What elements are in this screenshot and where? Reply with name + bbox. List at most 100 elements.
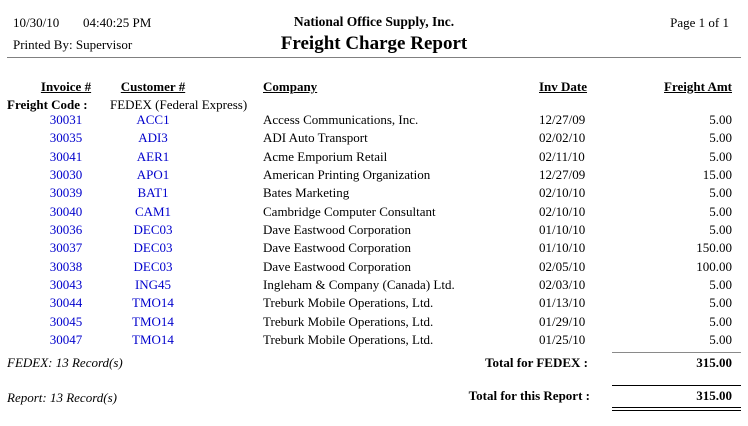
table-row: 30044 TMO14 Treburk Mobile Operations, L… [0, 294, 748, 312]
customer-cell[interactable]: ING45 [134, 276, 172, 292]
freight-amt-cell: 5.00 [709, 295, 732, 311]
customer-cell[interactable]: TMO14 [132, 331, 174, 347]
inv-date-cell: 01/29/10 [539, 313, 586, 329]
invoice-cell[interactable]: 30041 [49, 148, 83, 164]
table-row: 30040 CAM1 Cambridge Computer Consultant… [0, 203, 748, 221]
table-row: 30045 TMO14 Treburk Mobile Operations, L… [0, 313, 748, 331]
inv-date-cell: 02/10/10 [539, 203, 586, 219]
company-cell: Treburk Mobile Operations, Ltd. [263, 313, 434, 329]
inv-date-cell: 01/13/10 [539, 295, 586, 311]
company-cell: American Printing Organization [263, 166, 431, 182]
company-cell: Ingleham & Company (Canada) Ltd. [263, 276, 455, 292]
invoice-cell[interactable]: 30043 [49, 276, 83, 292]
company-cell: Bates Marketing [263, 185, 350, 201]
group-header-row: Freight Code : FEDEX (Federal Express) [0, 97, 748, 115]
freight-amt-cell: 5.00 [709, 112, 732, 127]
customer-cell[interactable]: BAT1 [137, 185, 169, 201]
invoice-cell[interactable]: 30047 [49, 331, 83, 347]
table-row: 30038 DEC03 Dave Eastwood Corporation 02… [0, 258, 748, 276]
col-header-customer: Customer # [120, 79, 186, 94]
company-name: National Office Supply, Inc. [293, 14, 455, 29]
group-total-overline [612, 352, 741, 353]
inv-date-cell: 01/10/10 [539, 240, 586, 256]
freight-amt-cell: 5.00 [709, 221, 732, 237]
freight-amt-cell: 15.00 [702, 166, 732, 182]
col-header-freight-amt: Freight Amt [664, 79, 732, 94]
freight-amt-cell: 150.00 [696, 240, 732, 256]
page-title: Freight Charge Report [280, 33, 468, 54]
customer-cell[interactable]: TMO14 [132, 313, 174, 329]
invoice-cell[interactable]: 30030 [49, 166, 83, 182]
report-total-label: Total for this Report : [468, 388, 590, 403]
table-row: 30037 DEC03 Dave Eastwood Corporation 01… [0, 239, 748, 257]
col-header-company: Company [263, 79, 318, 94]
invoice-cell[interactable]: 30031 [49, 112, 83, 127]
company-cell: Access Communications, Inc. [263, 112, 419, 127]
column-header-row: Invoice # Customer # Company Inv Date Fr… [0, 79, 748, 97]
invoice-cell[interactable]: 30037 [49, 240, 83, 256]
table-row: 30036 DEC03 Dave Eastwood Corporation 01… [0, 221, 748, 239]
freight-amt-cell: 5.00 [709, 203, 732, 219]
report-record-count: Report: 13 Record(s) [7, 390, 117, 405]
customer-cell[interactable]: TMO14 [132, 295, 174, 311]
customer-cell[interactable]: APO1 [136, 166, 170, 182]
table-row: 30043 ING45 Ingleham & Company (Canada) … [0, 276, 748, 294]
customer-cell[interactable]: DEC03 [133, 221, 173, 237]
inv-date-cell: 02/11/10 [539, 148, 585, 164]
page-number-label: Page 1 of 1 [670, 15, 729, 30]
col-header-inv-date: Inv Date [539, 79, 588, 94]
inv-date-cell: 12/27/09 [539, 112, 586, 127]
company-cell: Dave Eastwood Corporation [263, 221, 412, 237]
freight-code-value: FEDEX (Federal Express) [110, 97, 248, 112]
freight-amt-cell: 5.00 [709, 185, 732, 201]
customer-cell[interactable]: ADI3 [138, 130, 168, 146]
group-record-count: FEDEX: 13 Record(s) [7, 355, 123, 370]
report-total-double-underline [612, 407, 741, 411]
freight-amt-cell: 5.00 [709, 276, 732, 292]
invoice-cell[interactable]: 30045 [49, 313, 83, 329]
invoice-cell[interactable]: 30044 [49, 295, 83, 311]
inv-date-cell: 02/05/10 [539, 258, 586, 274]
freight-amt-cell: 5.00 [709, 130, 732, 146]
customer-cell[interactable]: ACC1 [136, 112, 170, 127]
freight-amt-cell: 5.00 [709, 148, 732, 164]
inv-date-cell: 02/02/10 [539, 130, 586, 146]
customer-cell[interactable]: DEC03 [133, 258, 173, 274]
inv-date-cell: 12/27/09 [539, 166, 586, 182]
invoice-cell[interactable]: 30035 [49, 130, 83, 146]
inv-date-cell: 01/25/10 [539, 331, 586, 347]
company-cell: Acme Emporium Retail [263, 148, 388, 164]
table-rows: 30031 ACC1 Access Communications, Inc. 1… [0, 111, 748, 349]
header-divider-rule [7, 57, 741, 58]
table-row: 30030 APO1 American Printing Organizatio… [0, 166, 748, 184]
table-row: 30031 ACC1 Access Communications, Inc. 1… [0, 111, 748, 129]
company-cell: Cambridge Computer Consultant [263, 203, 436, 219]
table-row: 30041 AER1 Acme Emporium Retail 02/11/10… [0, 148, 748, 166]
report-total-value: 315.00 [696, 388, 732, 403]
freight-amt-cell: 100.00 [696, 258, 732, 274]
table-row: 30035 ADI3 ADI Auto Transport 02/02/10 5… [0, 129, 748, 147]
table-row: 30039 BAT1 Bates Marketing 02/10/10 5.00 [0, 184, 748, 202]
company-cell: Treburk Mobile Operations, Ltd. [263, 331, 434, 347]
invoice-cell[interactable]: 30039 [49, 185, 83, 201]
invoice-cell[interactable]: 30036 [49, 221, 83, 237]
group-total-value: 315.00 [696, 355, 732, 370]
company-cell: Dave Eastwood Corporation [263, 240, 412, 256]
freight-amt-cell: 5.00 [709, 331, 732, 347]
invoice-cell[interactable]: 30040 [49, 203, 83, 219]
company-cell: Dave Eastwood Corporation [263, 258, 412, 274]
inv-date-cell: 02/10/10 [539, 185, 586, 201]
print-date: 10/30/10 [13, 15, 60, 30]
customer-cell[interactable]: DEC03 [133, 240, 173, 256]
table-row: 30047 TMO14 Treburk Mobile Operations, L… [0, 331, 748, 349]
freight-code-label: Freight Code : [7, 97, 88, 112]
freight-amt-cell: 5.00 [709, 313, 732, 329]
customer-cell[interactable]: AER1 [136, 148, 170, 164]
report-total-overline [612, 385, 741, 386]
company-cell: Treburk Mobile Operations, Ltd. [263, 295, 434, 311]
invoice-cell[interactable]: 30038 [49, 258, 83, 274]
printed-by-label: Printed By: Supervisor [13, 37, 133, 52]
customer-cell[interactable]: CAM1 [134, 203, 172, 219]
print-time: 04:40:25 PM [83, 15, 152, 30]
